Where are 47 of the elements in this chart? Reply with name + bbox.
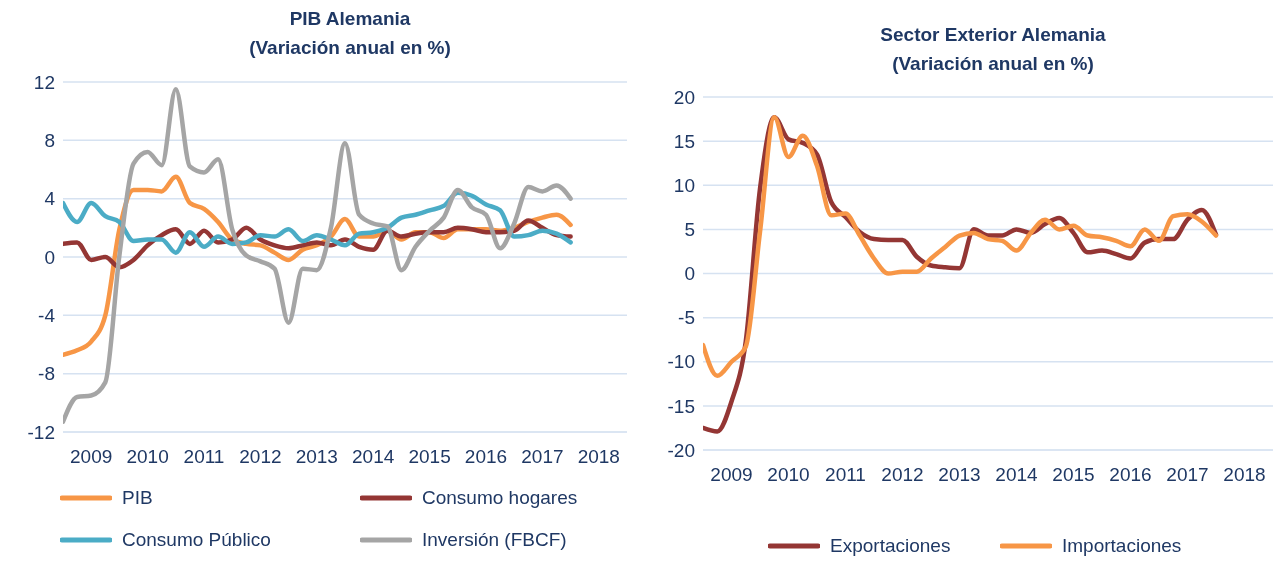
y-tick-label: -5 xyxy=(678,307,695,329)
y-tick-label: 0 xyxy=(44,246,55,268)
line-series xyxy=(63,87,573,425)
y-tick-label: 8 xyxy=(44,130,55,152)
line-series xyxy=(63,190,573,255)
x-tick-label: 2017 xyxy=(1166,464,1209,486)
legend-label: Consumo Público xyxy=(122,529,271,551)
x-tick-label: 2013 xyxy=(938,464,981,486)
x-tick-label: 2009 xyxy=(70,446,113,468)
x-tick-label: 2014 xyxy=(352,446,395,468)
x-tick-label: 2011 xyxy=(183,446,225,468)
x-tick-label: 2009 xyxy=(710,464,753,486)
y-tick-label: -12 xyxy=(27,421,55,443)
y-tick-label: -15 xyxy=(667,395,695,417)
line-series xyxy=(703,115,1219,379)
legend-label: Inversión (FBCF) xyxy=(422,529,567,551)
x-tick-label: 2016 xyxy=(1109,464,1152,486)
legend-label: Importaciones xyxy=(1062,535,1182,557)
x-tick-label: 2013 xyxy=(295,446,338,468)
x-tick-label: 2017 xyxy=(521,446,564,468)
y-tick-label: 15 xyxy=(673,130,695,152)
x-tick-label: 2011 xyxy=(825,464,866,486)
chart-title: PIB Alemania (Variación anual en %) xyxy=(248,7,452,60)
x-tick-label: 2014 xyxy=(995,464,1039,486)
legend-label: Consumo hogares xyxy=(422,487,578,509)
x-tick-label: 2012 xyxy=(239,446,282,468)
y-tick-label: 12 xyxy=(33,71,55,93)
y-tick-label: 20 xyxy=(673,86,695,108)
x-tick-label: 2015 xyxy=(1052,464,1095,486)
x-tick-label: 2015 xyxy=(408,446,451,468)
chart-title: Sector Exterior Alemania (Variación anual en %) xyxy=(879,23,1107,76)
y-tick-label: 10 xyxy=(673,174,695,196)
x-tick-label: 2018 xyxy=(577,446,620,468)
y-tick-label: 5 xyxy=(684,219,695,241)
y-tick-label: -8 xyxy=(38,363,55,385)
legend-label: Exportaciones xyxy=(830,535,951,557)
x-tick-label: 2010 xyxy=(767,464,810,486)
x-tick-label: 2016 xyxy=(464,446,508,468)
y-tick-label: 4 xyxy=(44,188,56,210)
y-tick-label: -4 xyxy=(38,305,56,327)
legend-label: PIB xyxy=(122,487,153,509)
y-tick-label: -20 xyxy=(667,439,695,461)
y-tick-label: -10 xyxy=(667,351,695,373)
x-tick-label: 2010 xyxy=(126,446,169,468)
x-tick-label: 2012 xyxy=(881,464,924,486)
x-tick-label: 2018 xyxy=(1223,464,1266,486)
y-tick-label: 0 xyxy=(684,263,695,285)
